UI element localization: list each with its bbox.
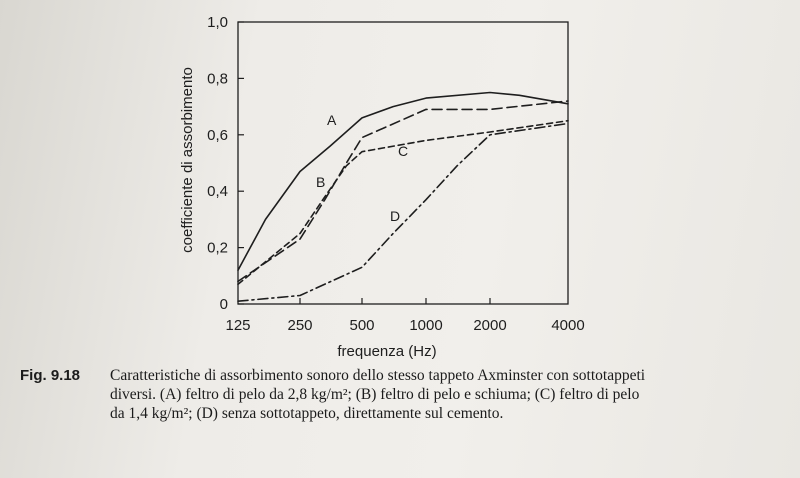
x-tick-label: 2000 [473, 317, 506, 334]
series-group [237, 91, 569, 303]
x-tick-label: 125 [225, 317, 250, 334]
series-label-d: D [390, 208, 400, 224]
y-tick-label: 0,6 [207, 127, 228, 144]
y-axis-title: coefficiente di assorbimento [179, 67, 196, 253]
y-tick-label: 0 [220, 296, 228, 313]
caption-text: Caratteristiche di assorbimento sonoro d… [110, 366, 770, 423]
series-line-c [237, 119, 569, 286]
x-tick-label: 250 [287, 317, 312, 334]
y-axis: 0 0,2 0,4 0,6 0,8 1,0 [207, 14, 244, 313]
y-tick-label: 1,0 [207, 14, 228, 31]
series-line-d [237, 122, 569, 303]
caption-line-2: diversi. (A) feltro di pelo da 2,8 kg/m²… [110, 386, 640, 403]
caption-line-1: Caratteristiche di assorbimento sonoro d… [110, 367, 646, 384]
y-tick-label: 0,4 [207, 183, 228, 200]
plot-frame [237, 21, 569, 305]
series-label-b: B [316, 174, 325, 190]
figure-number: Fig. 9.18 [20, 367, 81, 384]
x-tick-label: 500 [349, 317, 374, 334]
series-line-a [237, 91, 569, 272]
y-tick-label: 0,8 [207, 70, 228, 87]
y-tick-label: 0,2 [207, 240, 228, 257]
x-axis-title: frequenza (Hz) [337, 343, 436, 360]
x-tick-label: 4000 [551, 317, 584, 334]
series-label-c: C [398, 143, 408, 159]
series-line-b [237, 100, 569, 283]
series-label-a: A [327, 112, 337, 128]
caption-line-3: da 1,4 kg/m²; (D) senza sottotappeto, di… [110, 405, 504, 422]
x-tick-label: 1000 [409, 317, 442, 334]
x-axis: 125 250 500 1000 2000 4000 [225, 298, 585, 334]
